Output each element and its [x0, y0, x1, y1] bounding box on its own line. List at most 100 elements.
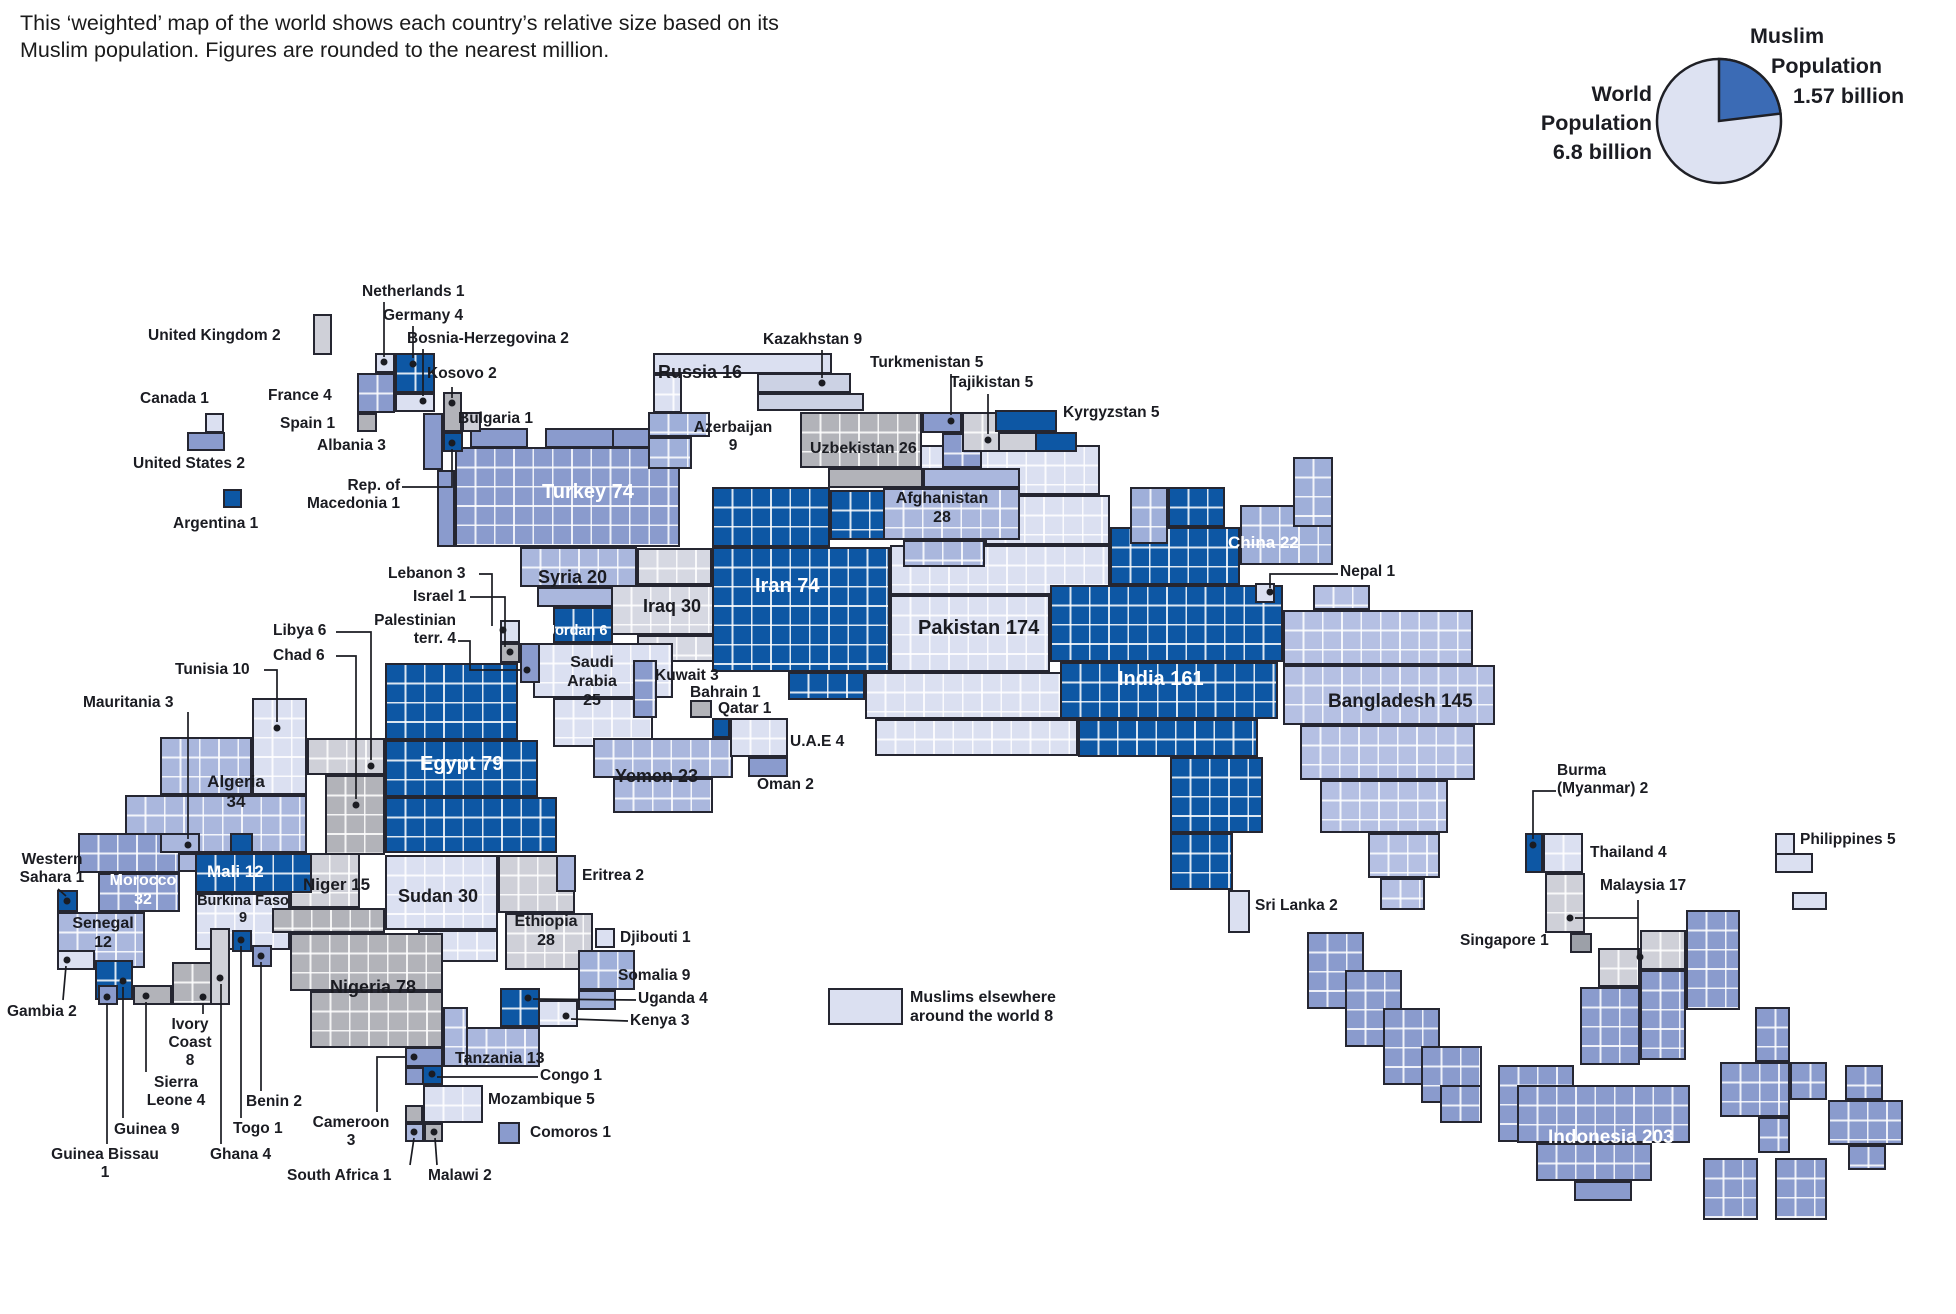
region-mozambique [423, 1085, 483, 1123]
region-pakistan [890, 595, 1050, 672]
region-tanzania [466, 1027, 540, 1067]
region-israel [500, 643, 520, 663]
label-srilanka: Sri Lanka 2 [1255, 897, 1338, 914]
label-ivorycoast: Ivory Coast 8 [168, 1016, 212, 1069]
label-canada: Canada 1 [140, 390, 209, 407]
region-algeria [160, 737, 252, 795]
region-bulgaria [462, 412, 481, 432]
leader-line-southafrica [409, 1137, 415, 1166]
label-russia: Russia 16 [658, 362, 743, 382]
leader-line-malawi [434, 1137, 438, 1166]
label-bahrain: Bahrain 1 [690, 684, 761, 701]
region-indonesia [1580, 987, 1640, 1065]
region-malaysia [1640, 930, 1686, 970]
region-uk [313, 314, 332, 355]
region-spain [357, 413, 377, 432]
region-bangladesh [1283, 610, 1473, 665]
region-indonesia [1775, 1158, 1827, 1220]
region-egypt [385, 740, 538, 797]
label-azerbaijan: Azerbaijan 9 [693, 419, 773, 454]
region-malaysia [1598, 948, 1640, 987]
region-oman [748, 757, 788, 777]
label-tajikistan: Tajikistan 5 [950, 374, 1034, 391]
region-mauritania [160, 833, 200, 853]
region-bangladesh [1380, 878, 1425, 910]
region-westsahara [57, 890, 78, 912]
label-bosnia: Bosnia-Herzegovina 2 [407, 330, 569, 347]
region-china [1130, 487, 1168, 544]
pie-chart-group: World Population 6.8 billion Muslim Popul… [0, 0, 1956, 220]
region-mali [195, 853, 312, 893]
label-argentina: Argentina 1 [173, 515, 259, 532]
region-turkmenistan [922, 412, 962, 433]
label-netherlands: Netherlands 1 [362, 283, 465, 300]
region-bosnia [395, 393, 435, 412]
label-bulgaria: Bulgaria 1 [458, 410, 533, 427]
label-indonesia: Indonesia 203 [1548, 1127, 1674, 1148]
region-kazakhstan [757, 393, 864, 411]
region-eritrea [556, 855, 576, 892]
label-chad: Chad 6 [273, 647, 325, 664]
label-mozambique: Mozambique 5 [488, 1091, 595, 1108]
label-france: France 4 [268, 387, 332, 404]
region-libya [307, 738, 385, 775]
label-lebanon: Lebanon 3 [388, 565, 466, 582]
label-syria: Syria 20 [538, 567, 608, 587]
label-iran: Iran 74 [755, 575, 820, 597]
region-indonesia [1758, 1117, 1790, 1153]
region-turkey [470, 428, 528, 448]
label-kyrgyzstan: Kyrgyzstan 5 [1063, 404, 1160, 421]
label-kuwait: Kuwait 3 [655, 667, 719, 684]
label-libya: Libya 6 [273, 622, 327, 639]
region-malawi [405, 1105, 423, 1123]
label-uk: United Kingdom 2 [148, 327, 281, 344]
region-bahrain [690, 700, 712, 718]
pie-chart [1655, 57, 1783, 185]
region-ghana [210, 928, 230, 1005]
region-tunisia [252, 698, 307, 795]
region-cameroon [405, 1047, 443, 1067]
region-kenya [538, 1000, 578, 1027]
region-indonesia [1574, 1181, 1632, 1201]
region-indonesia [1720, 1062, 1790, 1117]
region-sudan [385, 855, 498, 930]
region-indonesia [1845, 1065, 1883, 1100]
region-chad [325, 775, 385, 855]
region-china [1240, 505, 1333, 565]
region-india [1060, 662, 1278, 719]
title-line2: Muslim population. Figures are rounded t… [20, 38, 610, 62]
region-nigeria [310, 991, 443, 1048]
label-egypt: Egypt 79 [420, 753, 504, 775]
label-pakistan: Pakistan 174 [918, 617, 1040, 639]
label-burkina: Burkina Faso 9 [197, 893, 289, 926]
label-nigeria: Nigeria 78 [330, 977, 417, 997]
label-comoros: Comoros 1 [530, 1124, 611, 1141]
region-gambia [57, 950, 95, 970]
region-afghanistan [923, 468, 1020, 488]
region-palestinian [520, 643, 540, 683]
label-southafrica: South Africa 1 [287, 1167, 392, 1184]
region-azerbaijan [648, 412, 710, 437]
region-somalia [578, 950, 635, 990]
label-benin: Benin 2 [246, 1093, 302, 1110]
region-pakistan [865, 672, 1078, 719]
region-indonesia [1790, 1062, 1827, 1100]
label-germany: Germany 4 [383, 307, 464, 324]
region-malaysia [1545, 873, 1585, 933]
region-southafrica [405, 1123, 424, 1142]
region-india [1170, 833, 1233, 890]
region-indonesia [1703, 1158, 1758, 1220]
label-senegal: Senegal 12 [72, 915, 134, 951]
region-azerbaijan [648, 437, 692, 469]
region-saudi [553, 698, 653, 747]
label-turkmenistan: Turkmenistan 5 [870, 354, 984, 371]
region-benin [252, 945, 272, 967]
label-qatar: Qatar 1 [718, 700, 772, 717]
region-kyrgyzstan [995, 410, 1057, 432]
label-cameroon: Cameroon 3 [312, 1114, 390, 1149]
region-india [1168, 487, 1225, 527]
region-somalia [578, 990, 616, 1010]
region-yemen [613, 778, 713, 813]
region-uganda [500, 988, 540, 1027]
region-philippines [1775, 853, 1813, 873]
